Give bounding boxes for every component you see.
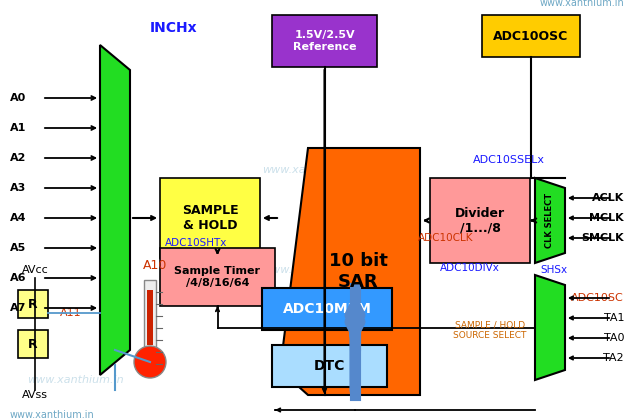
Text: ACLK: ACLK [592, 193, 624, 203]
Text: A6: A6 [10, 273, 27, 283]
Text: CLK SELECT: CLK SELECT [545, 193, 554, 248]
Text: 10 bit
SAR: 10 bit SAR [329, 252, 387, 291]
Bar [482, 15, 580, 57]
Text: www.xanthium.in: www.xanthium.in [262, 265, 358, 275]
Text: www.xanthium.in: www.xanthium.in [10, 410, 95, 419]
Text: www.xanthium.in: www.xanthium.in [262, 165, 358, 175]
Bar [160, 178, 260, 258]
Text: INCHx: INCHx [150, 21, 198, 35]
Text: A0: A0 [10, 93, 27, 103]
Text: ADC10SC: ADC10SC [571, 293, 624, 303]
Text: ADC10OSC: ADC10OSC [494, 29, 569, 42]
Bar [18, 290, 48, 318]
Text: SAMPLE / HOLD
SOURCE SELECT: SAMPLE / HOLD SOURCE SELECT [453, 320, 526, 340]
Text: SHSx: SHSx [540, 265, 567, 275]
Bar [262, 288, 392, 330]
Bar [18, 330, 48, 358]
Text: R: R [28, 337, 38, 351]
Text: A4: A4 [10, 213, 27, 223]
Bar [430, 178, 530, 263]
Text: TA1: TA1 [604, 313, 624, 323]
Text: A1: A1 [10, 123, 27, 133]
Text: TA0: TA0 [604, 333, 624, 343]
Text: ADC10SHTx: ADC10SHTx [165, 238, 228, 248]
Text: Divider
/1.../8: Divider /1.../8 [455, 207, 505, 235]
Text: MCLK: MCLK [590, 213, 624, 223]
Text: DTC: DTC [314, 359, 345, 373]
Text: ADC10MEM: ADC10MEM [283, 302, 372, 316]
Text: ADC10CLK: ADC10CLK [418, 233, 473, 243]
Bar [272, 345, 387, 387]
Text: SAMPLE
& HOLD: SAMPLE & HOLD [181, 204, 238, 232]
Text: AVss: AVss [22, 390, 48, 400]
Circle shape [134, 346, 166, 378]
Text: SMCLK: SMCLK [581, 233, 624, 243]
Polygon shape [280, 148, 420, 395]
Bar [272, 15, 377, 67]
Text: 1.5V/2.5V
Reference: 1.5V/2.5V Reference [293, 30, 356, 52]
Text: www.xanthium.in: www.xanthium.in [540, 0, 625, 8]
Polygon shape [535, 178, 565, 263]
Bar [144, 280, 156, 358]
Text: Sample Timer
/4/8/16/64: Sample Timer /4/8/16/64 [174, 266, 260, 288]
Text: A3: A3 [10, 183, 27, 193]
Text: A5: A5 [10, 243, 27, 253]
Text: TA2: TA2 [604, 353, 624, 363]
Polygon shape [100, 45, 130, 375]
Text: www.xanthium.in: www.xanthium.in [27, 375, 123, 385]
Bar [160, 248, 275, 306]
Text: ADC10DIVx: ADC10DIVx [440, 263, 500, 273]
Text: AVcc: AVcc [21, 265, 49, 275]
Text: A2: A2 [10, 153, 27, 163]
Text: ADC10SSELx: ADC10SSELx [473, 155, 545, 165]
Text: A11: A11 [60, 308, 82, 318]
Bar [147, 290, 153, 345]
Text: A7: A7 [10, 303, 27, 313]
Text: A10: A10 [143, 259, 167, 272]
Text: R: R [28, 297, 38, 310]
Polygon shape [535, 275, 565, 380]
